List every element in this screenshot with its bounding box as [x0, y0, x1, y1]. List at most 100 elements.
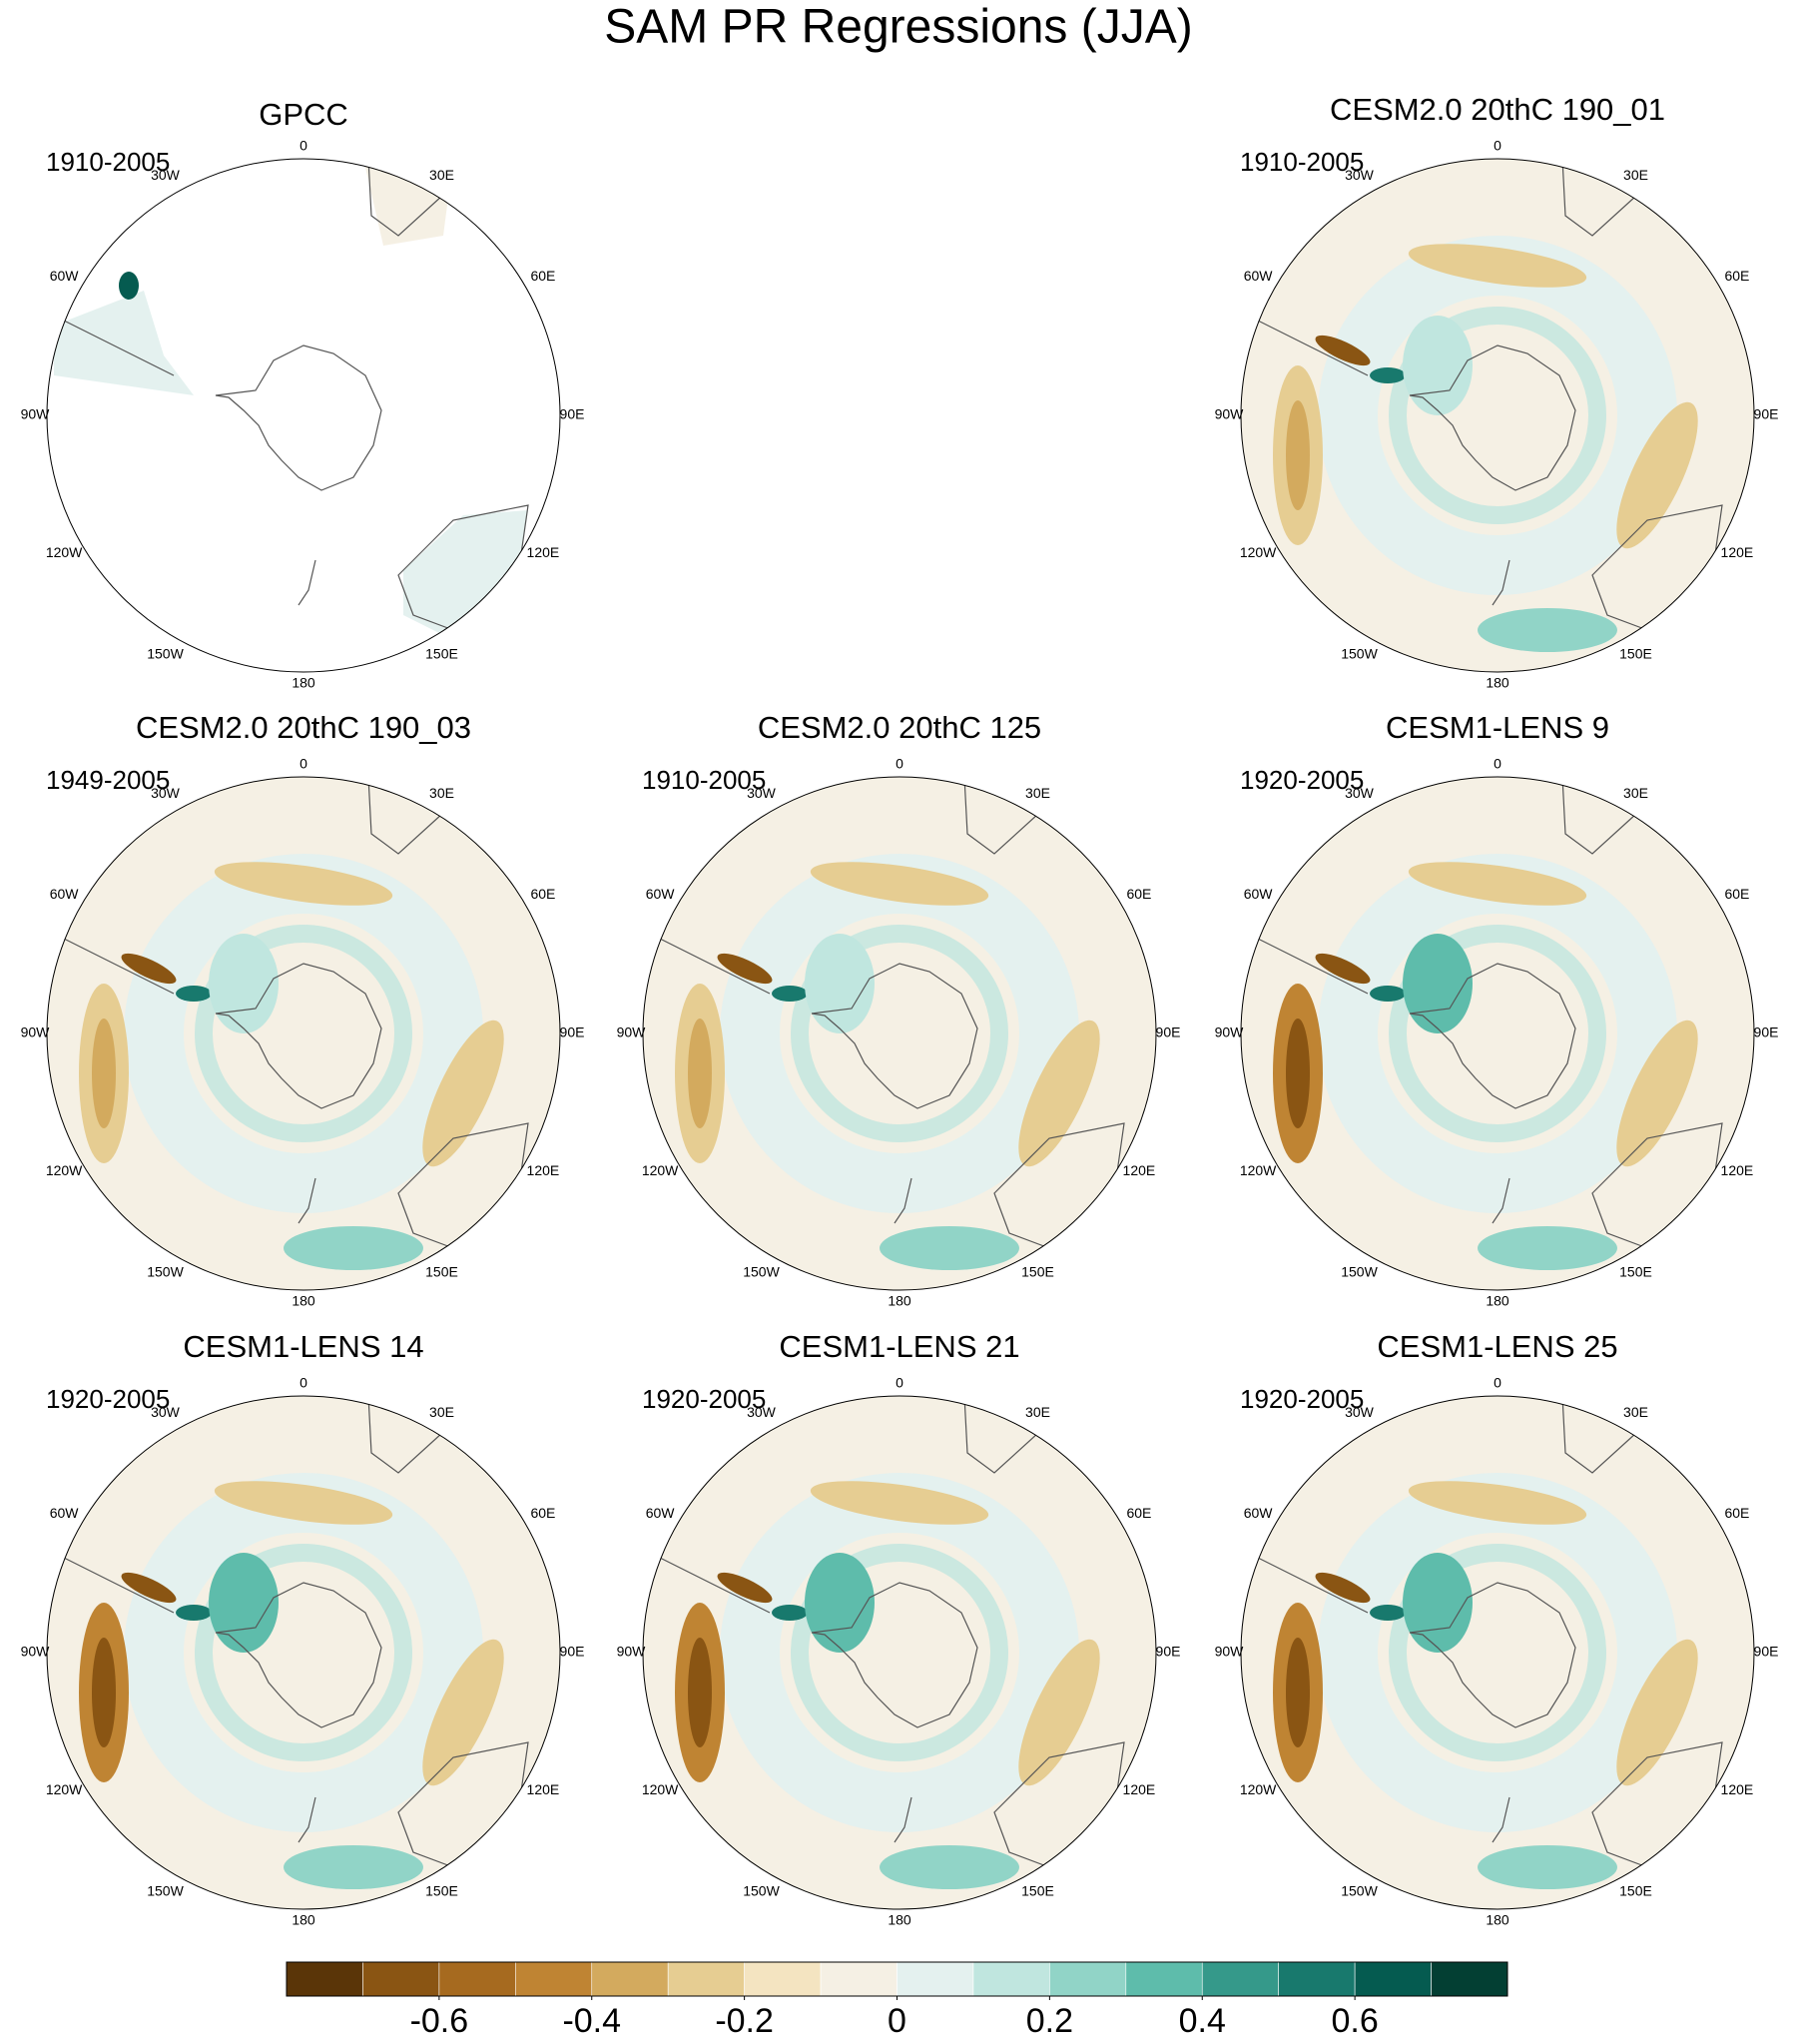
colorbar-tick-label: 0.4 [1179, 2002, 1226, 2040]
lon-label: 180 [292, 1293, 315, 1309]
colorbar-tick-label: 0 [888, 2002, 906, 2040]
coastline [649, 933, 771, 995]
blob [1370, 986, 1406, 1002]
blob [688, 1019, 712, 1128]
lon-label: 90W [1215, 1644, 1245, 1660]
colorbar-box [515, 1961, 593, 1997]
blob [1616, 1639, 1698, 1786]
coastline [367, 777, 454, 855]
lon-label: 30E [1623, 1404, 1648, 1420]
coastline [1561, 1396, 1648, 1474]
lon-label: 180 [888, 1293, 911, 1309]
blob [1286, 400, 1310, 510]
colorbar-box [1431, 1961, 1508, 1997]
panel-title: CESM2.0 20thC 190_01 [1330, 92, 1665, 127]
lon-label: 0 [896, 1375, 903, 1391]
blob [880, 1845, 1019, 1889]
ring [195, 1544, 412, 1761]
lon-label: 180 [1486, 1293, 1509, 1309]
blob [1018, 1639, 1100, 1786]
lon-label: 150W [147, 1883, 184, 1899]
map-border [1240, 1395, 1755, 1910]
lon-label: 0 [1494, 756, 1501, 772]
blob [176, 1605, 212, 1621]
lon-label: 180 [292, 675, 315, 691]
lon-label: 150E [1021, 1883, 1054, 1899]
lon-label: 30E [1025, 785, 1050, 801]
lon-label: 0 [1494, 1375, 1501, 1391]
colorbar-tick-label: 0.2 [1026, 2002, 1073, 2040]
map-field [643, 777, 1156, 1290]
map-border [1240, 158, 1755, 673]
lon-label: 90W [21, 406, 51, 422]
lon-label: 0 [1494, 138, 1501, 154]
blob [214, 1481, 393, 1525]
antarctica [1409, 344, 1576, 491]
lon-label: 150W [1341, 646, 1378, 662]
blob [284, 1226, 423, 1270]
colorbar-tick-label: -0.4 [562, 2002, 621, 2040]
blob [209, 934, 279, 1033]
lon-label: 30E [1623, 167, 1648, 183]
lon-label: 0 [300, 138, 307, 154]
land-field [54, 291, 194, 395]
colorbar-box [972, 1961, 1050, 1997]
lon-label: 180 [292, 1912, 315, 1928]
colorbar-box [1049, 1961, 1127, 1997]
lon-label: 150W [147, 646, 184, 662]
lon-label: 0 [300, 1375, 307, 1391]
map-border [46, 1395, 561, 1910]
panel-period: 1910-2005 [1240, 147, 1364, 177]
lon-label: 90W [21, 1644, 51, 1660]
ring [1389, 307, 1606, 524]
lon-label: 30W [747, 1404, 777, 1420]
lon-label: 30W [1345, 785, 1375, 801]
lon-label: 120E [1123, 1162, 1156, 1178]
blob [214, 862, 393, 906]
lon-label: 120E [1721, 544, 1754, 560]
map-panel: 0 30E 60E 90E 120E 150E 180 150W 120W 90W 60W 30W CE… [21, 710, 585, 1309]
blob [805, 1553, 875, 1653]
lon-label: 180 [1486, 1912, 1509, 1928]
blob [1315, 335, 1371, 366]
coastline [53, 315, 175, 376]
lon-label: 60E [1724, 268, 1749, 284]
map-field [47, 777, 560, 1290]
map-field [47, 159, 560, 672]
lon-label: 90W [617, 1644, 647, 1660]
panel-title: GPCC [259, 97, 348, 132]
ring [195, 925, 412, 1142]
lon-label: 120E [1123, 1781, 1156, 1797]
map-panel: 0 30E 60E 90E 120E 150E 180 150W 120W 90W 60W 30W CE… [617, 1329, 1181, 1928]
blob [1286, 1638, 1310, 1747]
blob [422, 1639, 504, 1786]
coastline [894, 1796, 912, 1843]
coastline [1247, 933, 1369, 995]
colorbar-tick-label: -0.2 [715, 2002, 774, 2040]
lon-label: 120W [1240, 1781, 1277, 1797]
colorbar-box [591, 1961, 669, 1997]
blob [688, 1638, 712, 1747]
blob [810, 1481, 989, 1525]
blob [1370, 367, 1406, 383]
lon-label: 60W [1244, 1505, 1274, 1521]
colorbar-box [1201, 1961, 1279, 1997]
lon-label: 60W [50, 1505, 80, 1521]
panel-title: CESM1-LENS 21 [779, 1329, 1019, 1364]
ring [791, 1544, 1008, 1761]
ring [791, 925, 1008, 1142]
blob [717, 953, 773, 985]
lon-label: 30E [429, 785, 454, 801]
blob [1315, 953, 1371, 985]
lon-label: 120W [1240, 1162, 1277, 1178]
antarctica [811, 963, 978, 1109]
panel-title: CESM1-LENS 25 [1377, 1329, 1617, 1364]
blob [1408, 862, 1587, 906]
blob [422, 1020, 504, 1167]
map-field [1241, 1396, 1754, 1909]
lon-label: 150E [425, 1264, 458, 1280]
figure-title: SAM PR Regressions (JJA) [604, 1, 1192, 54]
colorbar-box [362, 1961, 440, 1997]
blob [1286, 1019, 1310, 1128]
lon-label: 90E [560, 1644, 585, 1660]
